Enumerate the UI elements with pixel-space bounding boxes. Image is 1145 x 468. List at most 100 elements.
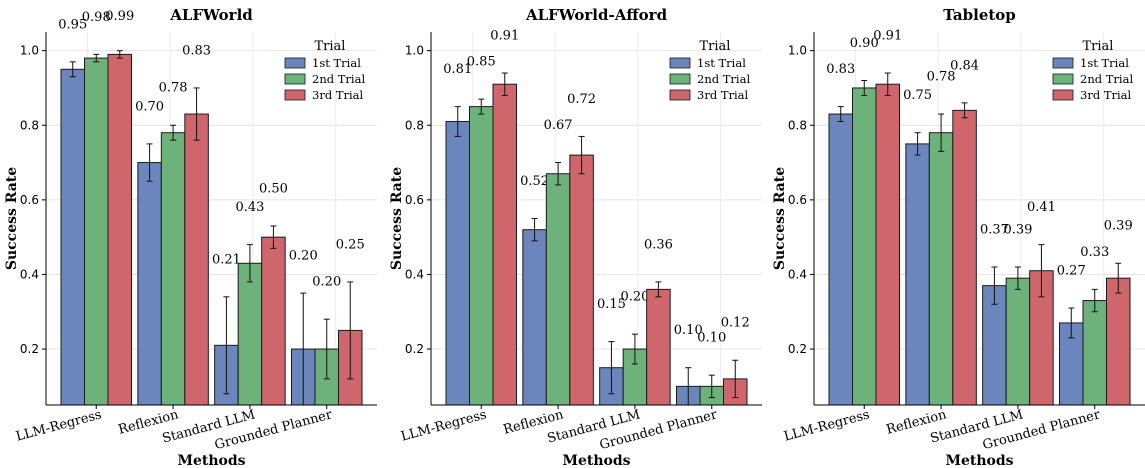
y-tick-label: 1.0 xyxy=(405,44,424,58)
legend-label-1st-trial: 1st Trial xyxy=(1080,56,1129,70)
data-label: 0.84 xyxy=(950,58,979,73)
data-label: 0.20 xyxy=(620,290,649,305)
bar-1st-trial-reflexion xyxy=(522,229,547,406)
data-label: 0.41 xyxy=(1027,200,1056,215)
y-tick-label: 1.0 xyxy=(20,44,39,58)
legend-label-3rd-trial: 3rd Trial xyxy=(697,88,749,102)
y-tick-label: 0.8 xyxy=(20,118,39,132)
legend-label-3rd-trial: 3rd Trial xyxy=(312,88,364,102)
y-tick-label: 0.6 xyxy=(788,193,807,207)
bar-3rd-trial-llm-regress xyxy=(492,83,517,406)
x-tick-label: LLM-Regress xyxy=(782,407,871,444)
y-axis-label: Success Rate xyxy=(389,167,405,270)
bar-2nd-trial-reflexion xyxy=(545,173,571,406)
legend-label-3rd-trial: 3rd Trial xyxy=(1080,88,1132,102)
legend: Trial 1st Trial 2nd Trial 3rd Trial xyxy=(1052,39,1133,102)
bar-3rd-trial-standard-llm xyxy=(261,236,286,406)
y-tick-label: 0.2 xyxy=(20,342,39,356)
data-label: 0.21 xyxy=(212,252,241,267)
legend-swatch-3rd-trial xyxy=(669,89,691,101)
y-tick-label: 0.8 xyxy=(405,118,424,132)
x-tick-label: LLM-Regress xyxy=(14,407,103,444)
y-tick-label: 0.2 xyxy=(405,342,424,356)
data-label: 0.12 xyxy=(721,316,750,331)
data-label: 0.67 xyxy=(544,118,573,133)
y-tick-label: 0.8 xyxy=(788,118,807,132)
bar-1st-trial-llm-regress xyxy=(445,121,470,406)
bar-3rd-trial-llm-regress xyxy=(107,53,132,406)
y-tick-label: 0.2 xyxy=(788,342,807,356)
y-tick-label: 0.6 xyxy=(405,193,424,207)
x-axis-label: Methods xyxy=(945,453,1013,468)
bar-3rd-trial-reflexion xyxy=(952,109,977,406)
data-label: 0.90 xyxy=(850,36,879,51)
data-label: 0.95 xyxy=(58,17,87,32)
data-label: 0.25 xyxy=(336,237,365,252)
data-label: 0.37 xyxy=(980,222,1009,237)
legend: Trial 1st Trial 2nd Trial 3rd Trial xyxy=(284,39,365,102)
legend-swatch-3rd-trial xyxy=(284,89,306,101)
chart-title: Tabletop xyxy=(943,6,1016,24)
data-label: 0.50 xyxy=(259,181,288,196)
legend-swatch-1st-trial xyxy=(284,57,306,69)
data-label: 0.72 xyxy=(567,92,596,107)
legend-label-2nd-trial: 2nd Trial xyxy=(697,72,750,86)
bar-2nd-trial-llm-regress xyxy=(84,57,109,406)
data-label: 0.78 xyxy=(927,69,956,84)
x-tick-label: LLM-Regress xyxy=(399,407,488,444)
data-label: 0.83 xyxy=(826,62,855,77)
legend-label-2nd-trial: 2nd Trial xyxy=(1080,72,1133,86)
data-label: 0.81 xyxy=(443,62,472,77)
legend-swatch-1st-trial xyxy=(1052,57,1074,69)
data-label: 0.78 xyxy=(159,81,188,96)
y-tick-label: 0.4 xyxy=(788,267,807,281)
y-axis-label: Success Rate xyxy=(772,167,788,270)
data-label: 0.52 xyxy=(520,174,549,189)
legend-title: Trial xyxy=(315,39,346,54)
bar-2nd-trial-grounded-planner xyxy=(1082,300,1107,406)
bar-1st-trial-reflexion xyxy=(905,143,930,406)
legend-title: Trial xyxy=(700,39,731,54)
bar-1st-trial-reflexion xyxy=(137,162,162,406)
legend-title: Trial xyxy=(1083,39,1114,54)
legend-label-1st-trial: 1st Trial xyxy=(697,56,746,70)
data-label: 0.10 xyxy=(697,331,726,346)
legend-swatch-2nd-trial xyxy=(669,73,691,85)
legend-label-1st-trial: 1st Trial xyxy=(312,56,361,70)
data-label: 0.75 xyxy=(903,88,932,103)
bar-2nd-trial-reflexion xyxy=(160,132,186,406)
data-label: 0.83 xyxy=(182,43,211,58)
data-label: 0.99 xyxy=(105,9,134,24)
data-label: 0.91 xyxy=(490,28,519,43)
bar-3rd-trial-llm-regress xyxy=(875,83,900,406)
y-tick-label: 0.4 xyxy=(405,267,424,281)
chart-title: ALFWorld-Afford xyxy=(525,6,668,24)
data-label: 0.85 xyxy=(467,55,496,70)
bar-2nd-trial-llm-regress xyxy=(469,106,494,406)
data-label: 0.39 xyxy=(1104,219,1133,234)
legend-swatch-1st-trial xyxy=(669,57,691,69)
bar-1st-trial-llm-regress xyxy=(828,113,853,406)
chart-panel-tabletop: 0.830.900.91LLM-Regress0.750.780.84Refle… xyxy=(772,6,1145,468)
y-tick-label: 0.6 xyxy=(20,193,39,207)
legend-swatch-2nd-trial xyxy=(284,73,306,85)
data-label: 0.10 xyxy=(674,323,703,338)
legend-label-2nd-trial: 2nd Trial xyxy=(312,72,365,86)
data-label: 0.20 xyxy=(289,249,318,264)
bar-2nd-trial-llm-regress xyxy=(852,87,877,406)
data-label: 0.70 xyxy=(135,99,164,114)
legend: Trial 1st Trial 2nd Trial 3rd Trial xyxy=(669,39,750,102)
y-tick-label: 1.0 xyxy=(788,44,807,58)
x-axis-label: Methods xyxy=(177,453,245,468)
bar-2nd-trial-standard-llm xyxy=(1005,277,1031,406)
bar-3rd-trial-grounded-planner xyxy=(1106,277,1131,406)
data-label: 0.39 xyxy=(1003,222,1032,237)
chart-panel-alfworld: 0.950.980.99LLM-Regress0.700.780.83Refle… xyxy=(4,6,377,468)
x-axis-label: Methods xyxy=(562,453,630,468)
y-axis-label: Success Rate xyxy=(4,167,20,270)
bar-1st-trial-llm-regress xyxy=(60,68,85,406)
data-label: 0.15 xyxy=(597,297,626,312)
data-label: 0.27 xyxy=(1057,263,1086,278)
chart-panel-alfworld-afford: 0.810.850.91LLM-Regress0.520.670.72Refle… xyxy=(389,6,762,468)
